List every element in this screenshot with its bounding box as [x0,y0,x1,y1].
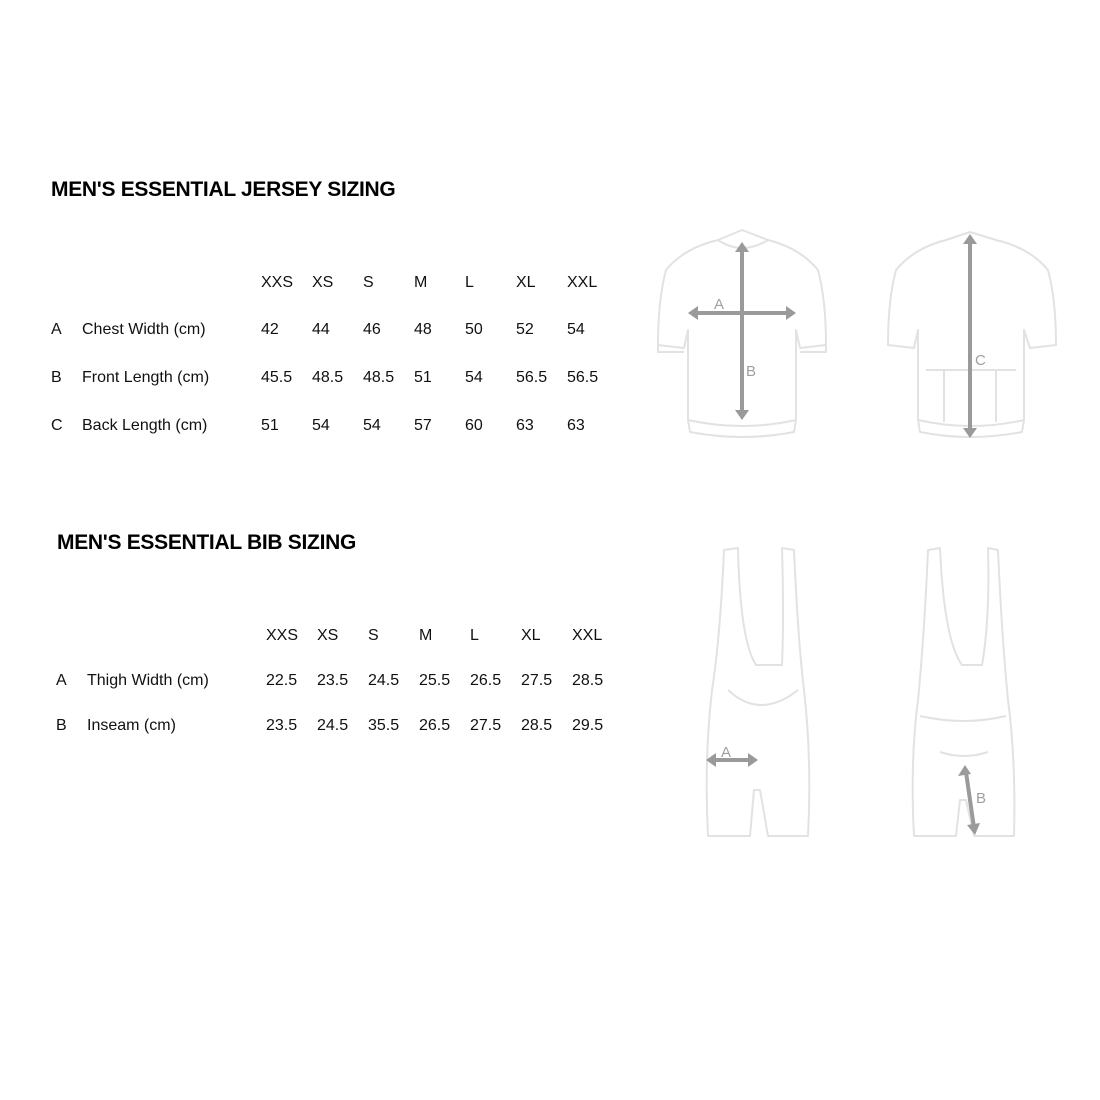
measurement-value: 60 [465,417,483,434]
measurement-key: A [56,672,67,689]
measurement-label: Back Length (cm) [82,417,208,434]
measurement-value: 52 [516,321,534,338]
measurement-value: 51 [261,417,279,434]
measurement-label: Inseam (cm) [87,717,176,734]
jersey-back-illustration: C [887,231,1057,438]
measurement-value: 23.5 [317,672,349,689]
measurement-value: 24.5 [368,672,400,689]
measurement-value: 56.5 [567,369,599,386]
bib-front-illustration: A [705,547,811,837]
measurement-value: 42 [261,321,279,338]
jersey-front-illustration: A B [657,229,827,438]
measurement-value: 25.5 [419,672,451,689]
measurement-key: C [51,417,63,434]
jersey-title: MEN'S ESSENTIAL JERSEY SIZING [51,178,396,201]
measurement-value: 54 [567,321,585,338]
measurement-label: Front Length (cm) [82,369,210,386]
size-header: XXS [266,627,299,644]
measurement-value: 57 [414,417,432,434]
size-header: L [470,627,479,644]
size-header: XS [312,274,334,291]
measurement-value: 27.5 [470,717,502,734]
measurement-key: A [51,321,62,338]
measurement-key: B [56,717,67,734]
measurement-value: 28.5 [521,717,553,734]
measurement-key: B [51,369,62,386]
size-header: M [414,274,428,291]
measurement-value: 35.5 [368,717,400,734]
measurement-label: Thigh Width (cm) [87,672,209,689]
size-header: XXS [261,274,294,291]
size-header: XL [516,274,536,291]
size-header: XXL [572,627,603,644]
diagram-label-b: B [746,363,756,380]
measurement-value: 63 [516,417,534,434]
size-header: S [368,627,379,644]
measurement-value: 24.5 [317,717,349,734]
measurement-value: 54 [312,417,330,434]
measurement-value: 54 [363,417,381,434]
measurement-value: 27.5 [521,672,553,689]
measurement-value: 29.5 [572,717,604,734]
measurement-value: 45.5 [261,369,293,386]
diagram-label-c: C [975,352,986,369]
size-header: M [419,627,433,644]
bib-back-illustration: B [911,547,1016,837]
size-header: L [465,274,474,291]
measurement-value: 63 [567,417,585,434]
measurement-label: Chest Width (cm) [82,321,206,338]
size-header: XXL [567,274,598,291]
measurement-value: 48.5 [363,369,395,386]
measurement-value: 22.5 [266,672,298,689]
bib-title: MEN'S ESSENTIAL BIB SIZING [57,531,357,554]
measurement-value: 26.5 [470,672,502,689]
measurement-value: 44 [312,321,330,338]
measurement-value: 26.5 [419,717,451,734]
measurement-value: 23.5 [266,717,298,734]
measurement-value: 48.5 [312,369,344,386]
size-header: XS [317,627,339,644]
diagram-label-a: A [714,296,724,313]
measurement-value: 56.5 [516,369,548,386]
diagram-label-b: B [976,790,986,807]
measurement-value: 48 [414,321,432,338]
measurement-value: 46 [363,321,381,338]
measurement-value: 54 [465,369,483,386]
measurement-value: 28.5 [572,672,604,689]
size-header: S [363,274,374,291]
measurement-value: 51 [414,369,432,386]
measurement-value: 50 [465,321,483,338]
diagram-label-a: A [721,744,731,761]
size-header: XL [521,627,541,644]
